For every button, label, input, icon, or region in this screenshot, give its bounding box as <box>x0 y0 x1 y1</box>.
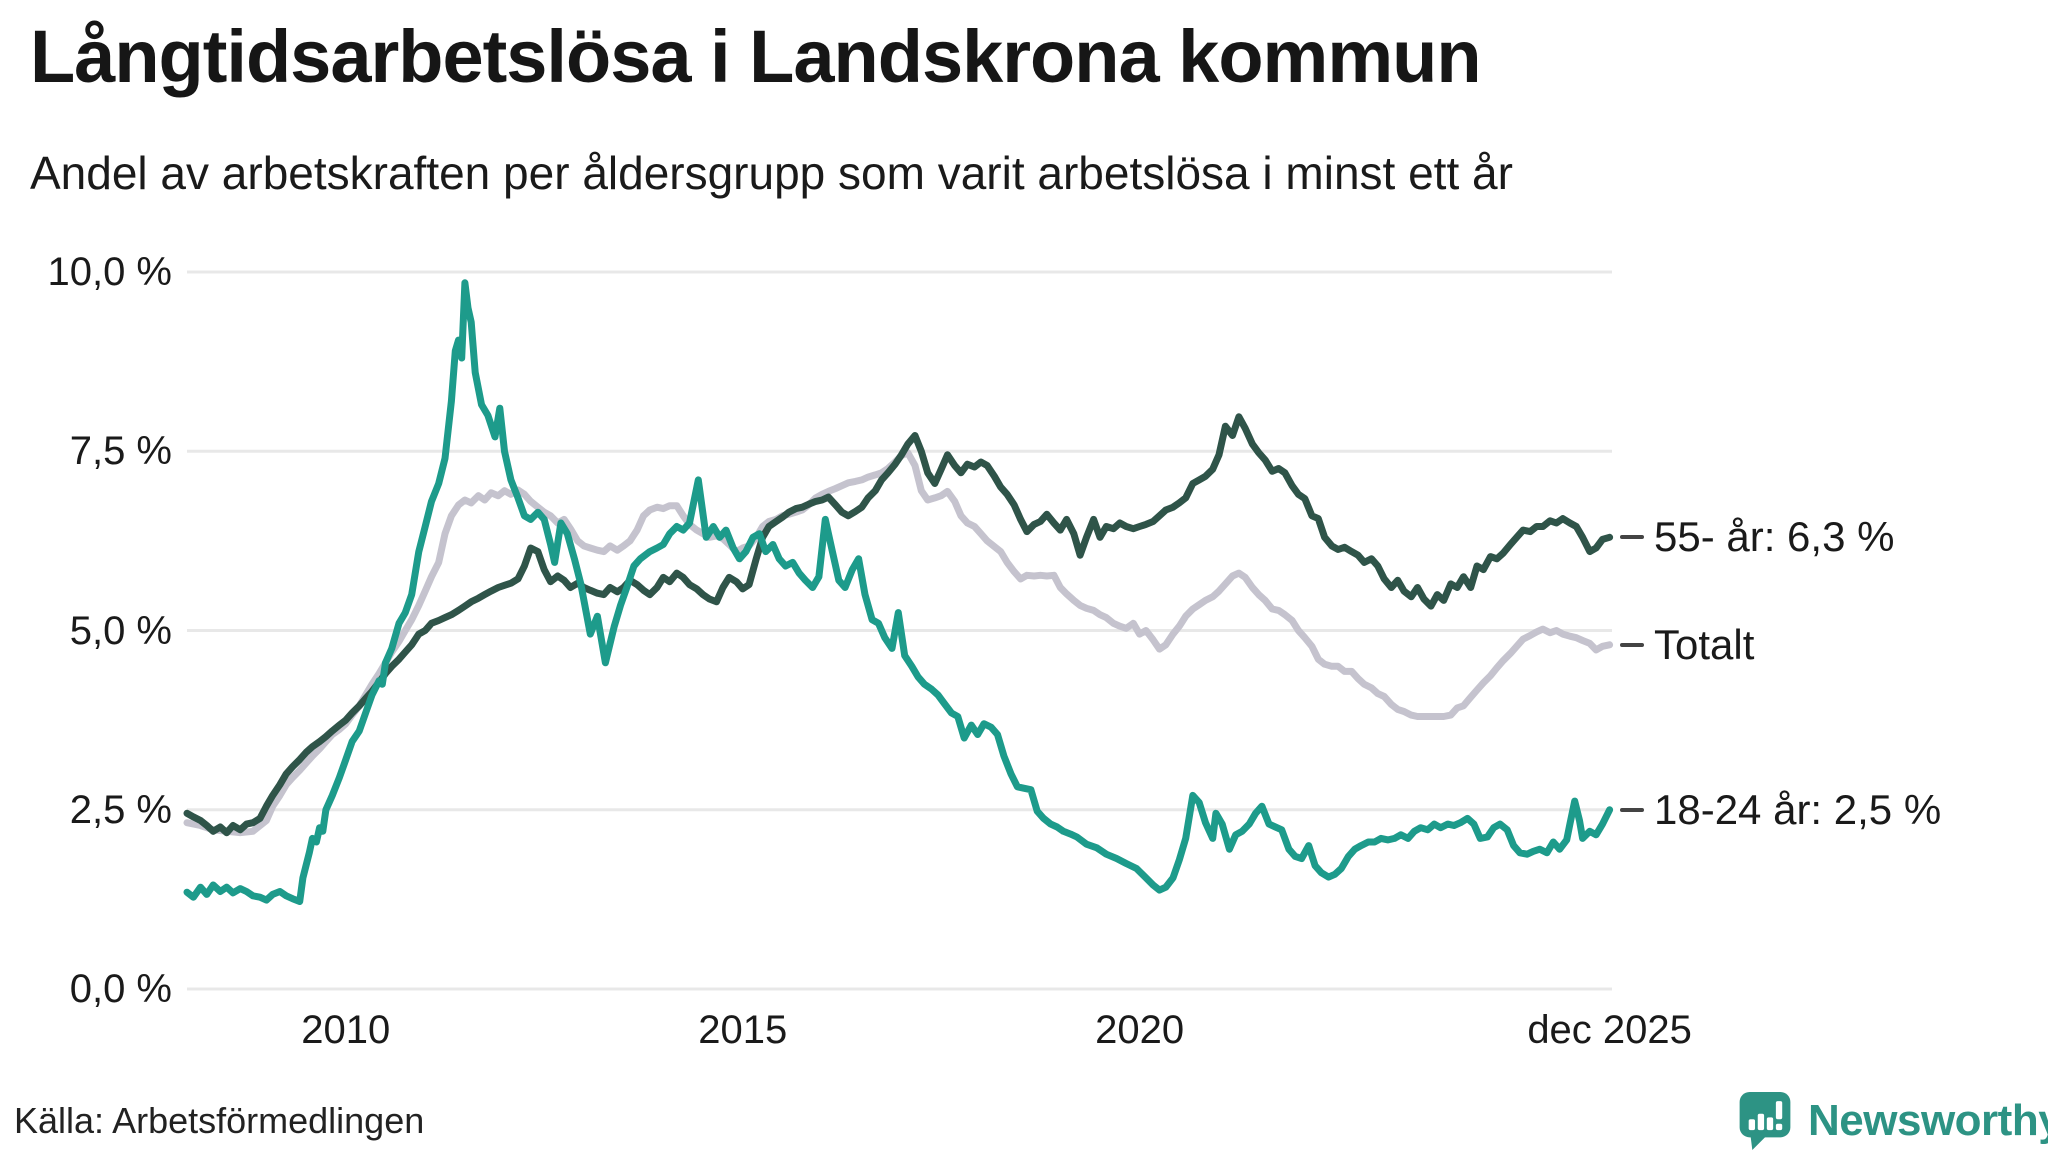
end-label-dash <box>1620 642 1644 647</box>
end-label-dash <box>1620 535 1644 540</box>
source-note: Källa: Arbetsförmedlingen <box>14 1100 425 1141</box>
chart-subtitle: Andel av arbetskraften per åldersgrupp s… <box>30 147 1513 199</box>
series-line-totalt <box>183 449 1614 837</box>
y-axis-tick-label: 10,0 % <box>47 250 172 294</box>
series-end-label: 55- år: 6,3 % <box>1654 513 1895 561</box>
series-end-label: 18-24 år: 2,5 % <box>1654 785 1942 833</box>
end-label-dash <box>1620 807 1644 812</box>
y-axis-tick-label: 0,0 % <box>69 967 172 1011</box>
x-axis-tick-label: dec 2025 <box>1527 1008 1692 1052</box>
chart-title: Långtidsarbetslösa i Landskrona kommun <box>30 15 1482 98</box>
newsworthy-wordmark: Newsworthy <box>1808 1096 2048 1145</box>
series-line-55-r <box>183 413 1614 837</box>
newsworthy-bars-icon <box>1739 1092 1791 1150</box>
y-axis-tick-label: 2,5 % <box>69 787 172 832</box>
series-line-18-24-r <box>183 279 1614 905</box>
y-axis-tick-label: 5,0 % <box>69 608 172 653</box>
newsworthy-logo: Newsworthy <box>1736 1090 2048 1152</box>
x-axis-tick-label: 2015 <box>698 1008 788 1052</box>
x-axis-tick-label: 2020 <box>1095 1008 1185 1052</box>
y-axis-tick-label: 7,5 % <box>69 429 172 474</box>
series-end-label: Totalt <box>1654 620 1755 668</box>
x-axis-tick-label: 2010 <box>301 1008 391 1052</box>
